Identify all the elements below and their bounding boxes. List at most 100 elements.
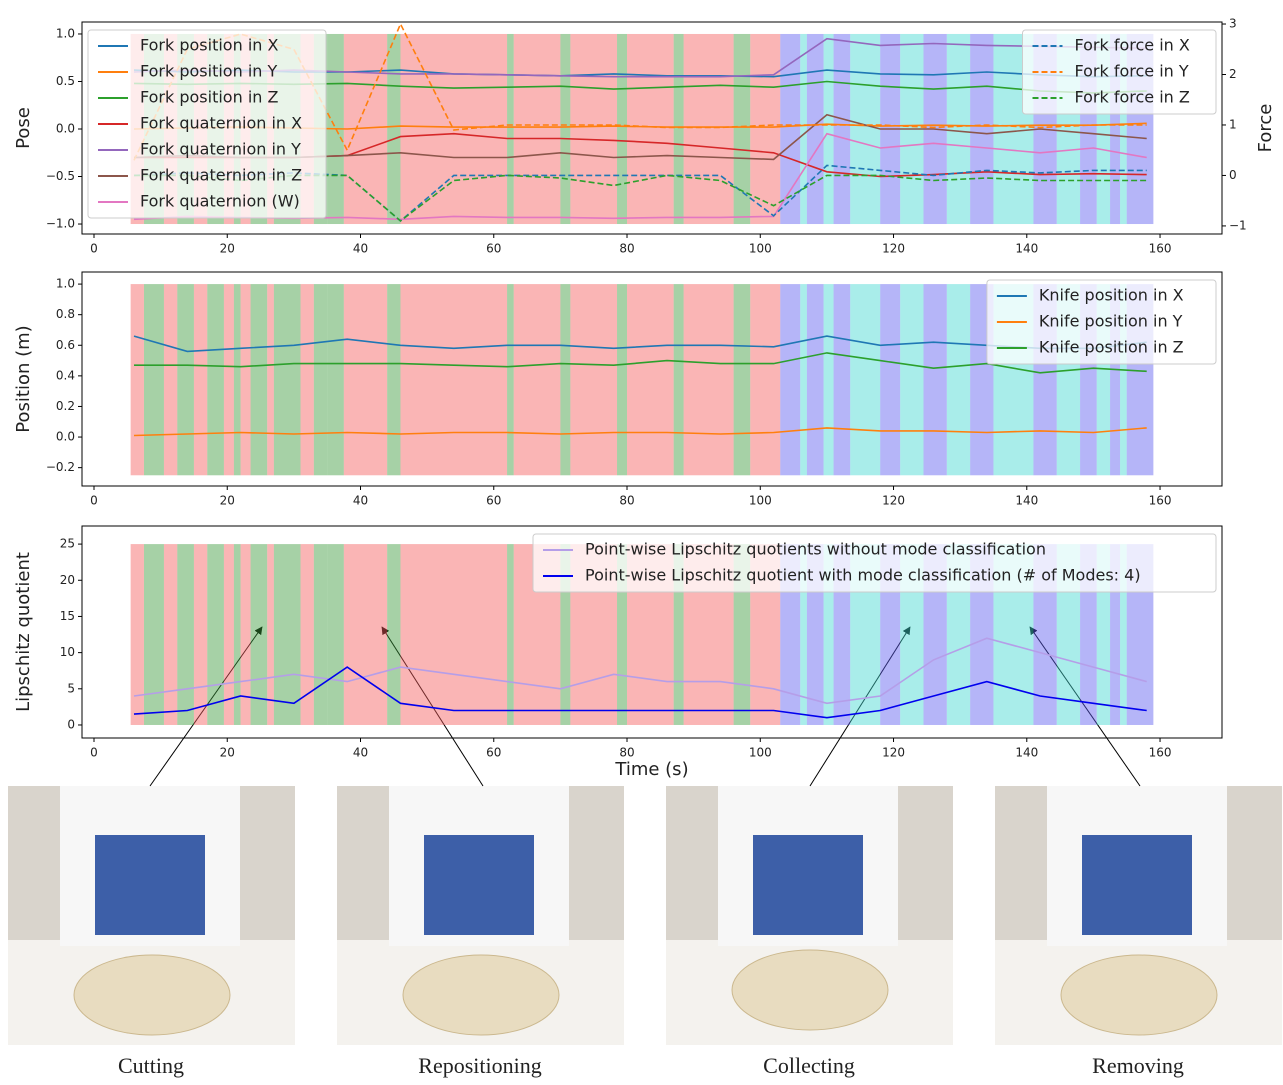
legend-label: Fork quaternion in Y (140, 140, 301, 159)
mode-region (514, 284, 561, 475)
mode-region (131, 284, 144, 475)
legend-label: Point-wise Lipschitz quotients without m… (585, 540, 1046, 559)
x-tick-label: 0 (90, 242, 98, 256)
legend-label: Fork force in Z (1075, 88, 1190, 107)
y2-tick-label: −1 (1229, 218, 1247, 232)
mode-region (314, 544, 327, 725)
mode-region (400, 34, 507, 224)
mode-region (900, 284, 923, 475)
mode-region (674, 284, 684, 475)
x-tick-label: 40 (353, 494, 368, 508)
y-axis-label: Pose (13, 107, 34, 149)
x-tick-label: 120 (882, 494, 905, 508)
y2-tick-label: 3 (1229, 17, 1237, 31)
print (1082, 835, 1192, 935)
x-tick-label: 60 (486, 746, 501, 760)
mode-region (824, 284, 834, 475)
legend-label: Fork quaternion in Z (140, 166, 302, 185)
x-tick-label: 20 (220, 242, 235, 256)
mode-region (274, 284, 301, 475)
mode-region (850, 34, 880, 224)
x-tick-label: 100 (749, 242, 772, 256)
plate (732, 950, 888, 1030)
mode-region (617, 34, 627, 224)
mode-region (274, 544, 301, 725)
mode-region (207, 284, 224, 475)
plate (403, 955, 559, 1035)
mode-region (144, 544, 164, 725)
mode-region (674, 34, 684, 224)
x-tick-label: 0 (90, 494, 98, 508)
mode-region (850, 284, 880, 475)
y-tick-label: 15 (60, 609, 75, 623)
print (753, 835, 863, 935)
mode-region (387, 34, 400, 224)
legend-label: Fork quaternion (W) (140, 192, 300, 211)
legend-label: Point-wise Lipschitz quotient with mode … (585, 566, 1141, 585)
y-tick-label: 0.0 (56, 121, 75, 135)
mode-region (947, 284, 970, 475)
photos (8, 786, 1282, 1045)
legend-label: Knife position in Y (1039, 312, 1183, 331)
mode-region (684, 284, 734, 475)
mode-region (387, 284, 400, 475)
y-tick-label: 25 (60, 537, 75, 551)
x-tick-label: 80 (619, 746, 634, 760)
mode-region (780, 284, 800, 475)
plate (74, 955, 230, 1035)
x-tick-label: 160 (1149, 242, 1172, 256)
mode-region (824, 34, 834, 224)
legend-label: Fork position in X (140, 36, 278, 55)
figure: Cutting Repositioning Collecting Removin… (0, 0, 1283, 1085)
mode-region (207, 544, 224, 725)
mode-region (627, 34, 674, 224)
mode-region (800, 34, 807, 224)
mode-region (400, 284, 507, 475)
y2-axis-label: Force (1255, 104, 1276, 153)
mode-region (514, 34, 561, 224)
mode-region (684, 34, 734, 224)
mode-region (834, 34, 851, 224)
y-tick-label: 1.0 (56, 26, 75, 40)
y-axis-label: Position (m) (13, 325, 34, 432)
mode-region (327, 284, 344, 475)
x-tick-label: 100 (749, 746, 772, 760)
x-tick-label: 160 (1149, 494, 1172, 508)
mode-region (880, 284, 900, 475)
mode-region (970, 34, 993, 224)
y-tick-label: −0.2 (46, 460, 75, 474)
y-tick-label: 1.0 (56, 277, 75, 291)
mode-region (570, 284, 617, 475)
mode-region (800, 284, 807, 475)
mode-region (194, 284, 207, 475)
x-tick-label: 140 (1015, 746, 1038, 760)
x-axis-label: Time (s) (614, 759, 688, 780)
mode-region (560, 34, 570, 224)
mode-region (834, 284, 851, 475)
mode-region (924, 284, 947, 475)
print (424, 835, 534, 935)
mode-region (400, 544, 507, 725)
x-tick-label: 60 (486, 242, 501, 256)
mode-region (750, 34, 780, 224)
x-tick-label: 80 (619, 242, 634, 256)
plate (1061, 955, 1217, 1035)
mode-region (267, 284, 274, 475)
y-tick-label: 0.2 (56, 399, 75, 413)
mode-region (144, 284, 164, 475)
mode-region (617, 284, 627, 475)
x-tick-label: 120 (882, 746, 905, 760)
y-tick-label: 5 (67, 681, 75, 695)
legend-label: Fork quaternion in X (140, 114, 302, 133)
mode-region (344, 544, 387, 725)
mode-region (177, 284, 194, 475)
x-tick-label: 140 (1015, 242, 1038, 256)
caption: Collecting (763, 1053, 855, 1078)
x-tick-label: 160 (1149, 746, 1172, 760)
y-tick-label: 0.4 (56, 368, 75, 382)
mode-region (314, 284, 327, 475)
mode-region (570, 34, 617, 224)
legend-label: Knife position in X (1039, 286, 1184, 305)
